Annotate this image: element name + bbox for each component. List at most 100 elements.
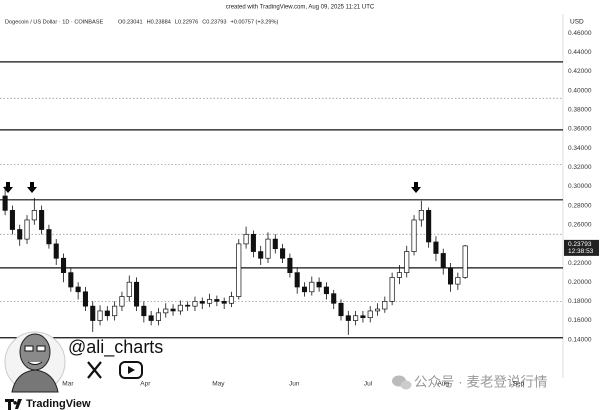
symbol: Dogecoin / US Dollar · 1D · COINBASE [5, 19, 104, 25]
y-tick-label: 0.30000 [568, 183, 592, 190]
countdown: 12:38:53 [568, 248, 594, 255]
y-tick-label: 0.18000 [568, 298, 592, 305]
candle-body [90, 305, 96, 321]
candle-body [17, 229, 23, 240]
candle-body [134, 281, 140, 307]
candle-body [221, 301, 227, 304]
x-tick-label: Sep [513, 381, 525, 388]
avatar-smile [27, 361, 43, 365]
x-tick-label: May [212, 381, 225, 388]
candle-body [345, 315, 351, 321]
youtube-logo [119, 361, 143, 379]
youtube-play [128, 366, 135, 374]
candle-body [24, 219, 30, 240]
candle-body [440, 253, 446, 269]
y-tick-label: 0.14000 [568, 336, 592, 343]
candle-body [163, 308, 169, 314]
candle-body [265, 238, 271, 259]
avatar-glasses [36, 345, 46, 352]
candle-body [433, 241, 439, 254]
x-logo [87, 361, 102, 379]
candle-body [411, 219, 417, 252]
ohlc-value: O0.23041 [118, 19, 143, 25]
candle-body [426, 210, 432, 243]
wechat-icon [392, 375, 412, 390]
y-tick-label: 0.42000 [568, 68, 592, 75]
x-tick-label: Jun [289, 381, 300, 388]
x-tick-label: Aug [437, 381, 449, 388]
candle-body [9, 210, 15, 230]
y-tick-label: 0.28000 [568, 202, 592, 209]
candle-body [199, 301, 205, 304]
y-tick-label: 0.46000 [568, 30, 592, 37]
avatar-body [11, 369, 59, 393]
y-tick-label: 0.36000 [568, 126, 592, 133]
bubble [400, 380, 412, 390]
candle-body [367, 310, 373, 319]
candle-body [455, 277, 461, 285]
header-legend: Dogecoin / US Dollar · 1D · COINBASE O0.… [5, 19, 278, 25]
candle-body [192, 301, 198, 307]
candle-body [31, 210, 37, 221]
brand: TradingView [26, 398, 91, 410]
candle-body [323, 286, 329, 295]
created-note: created with TradingView.com, Aug 09, 20… [226, 5, 375, 11]
candle-body [331, 293, 337, 304]
candle-body [119, 296, 125, 307]
candle-body [75, 286, 81, 293]
candle-body [287, 257, 293, 273]
candle-body [82, 291, 88, 307]
y-tick-label: 0.16000 [568, 317, 592, 324]
avatar-glasses [24, 345, 34, 352]
candle-body [214, 299, 220, 302]
currency: USD [570, 19, 584, 26]
ohlc-value: L0.22976 [175, 19, 198, 25]
y-tick-label: 0.34000 [568, 145, 592, 152]
candle-body [280, 248, 286, 259]
y-tick-label: 0.32000 [568, 164, 592, 171]
candle-body [243, 233, 249, 245]
candle-body [236, 243, 242, 297]
candle-body [126, 281, 132, 297]
candle-body [207, 299, 213, 304]
candle-body [272, 238, 278, 250]
y-tick-label: 0.20000 [568, 279, 592, 286]
avatar [4, 331, 66, 393]
candle-body [418, 210, 424, 221]
tv-mark [5, 399, 22, 410]
y-tick-label: 0.44000 [568, 49, 592, 56]
candle-body [148, 315, 154, 321]
ohlc-value: C0.23793 [202, 19, 226, 25]
candle-body [46, 229, 52, 245]
candle-body [389, 277, 395, 302]
candle-body [382, 301, 388, 310]
x-tick-label: Jul [364, 381, 373, 388]
arrows [3, 182, 421, 193]
candle-body [353, 315, 359, 321]
arrow [3, 182, 13, 193]
arrow [27, 182, 37, 193]
candle-body [294, 272, 300, 288]
candle-body [258, 251, 264, 259]
ohlc-value: +0.00757 (+3.29%) [230, 19, 278, 25]
candle-body [404, 251, 410, 273]
x-logo-stroke [87, 361, 102, 379]
candle-body [360, 315, 366, 319]
y-tick-label: 0.26000 [568, 221, 592, 228]
candle-body [250, 233, 256, 252]
candle-body [2, 195, 8, 211]
candle-body [170, 308, 176, 312]
candle-body [97, 310, 103, 321]
candle-body [112, 305, 118, 317]
candle-body [177, 304, 183, 312]
ohlc-value: H0.23884 [147, 19, 171, 25]
tradingview-logo: TradingView [5, 398, 91, 410]
plot [0, 61, 563, 339]
candle-body [301, 286, 308, 293]
candle-body [462, 245, 468, 278]
candle-body [316, 281, 322, 288]
watermark: 公众号 · 麦老登说行情 [414, 375, 548, 390]
candle-body [228, 296, 235, 304]
candle-body [60, 257, 67, 273]
